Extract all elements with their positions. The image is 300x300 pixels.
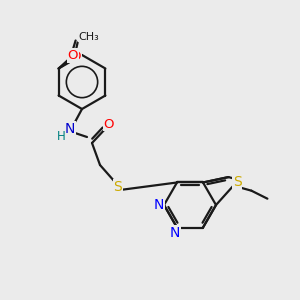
Text: O: O [104, 118, 114, 130]
Text: O: O [68, 49, 78, 62]
Text: N: N [170, 226, 180, 239]
Text: N: N [154, 198, 164, 212]
Text: O: O [70, 50, 81, 63]
Text: N: N [65, 122, 75, 136]
Text: S: S [233, 175, 242, 189]
Text: CH₃: CH₃ [79, 32, 99, 41]
Text: S: S [114, 180, 122, 194]
Text: H: H [57, 130, 65, 142]
